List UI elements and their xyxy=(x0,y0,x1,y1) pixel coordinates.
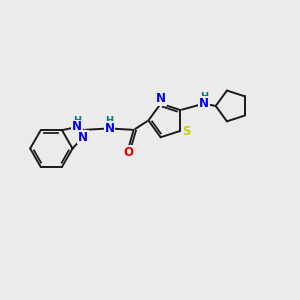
Text: H: H xyxy=(200,92,208,102)
Text: N: N xyxy=(156,92,166,105)
Text: H: H xyxy=(73,116,81,125)
Text: N: N xyxy=(105,122,115,135)
Text: N: N xyxy=(199,97,209,110)
Text: O: O xyxy=(123,146,134,159)
Text: S: S xyxy=(182,125,190,138)
Text: H: H xyxy=(106,116,114,126)
Text: N: N xyxy=(72,121,82,134)
Text: N: N xyxy=(78,131,88,144)
